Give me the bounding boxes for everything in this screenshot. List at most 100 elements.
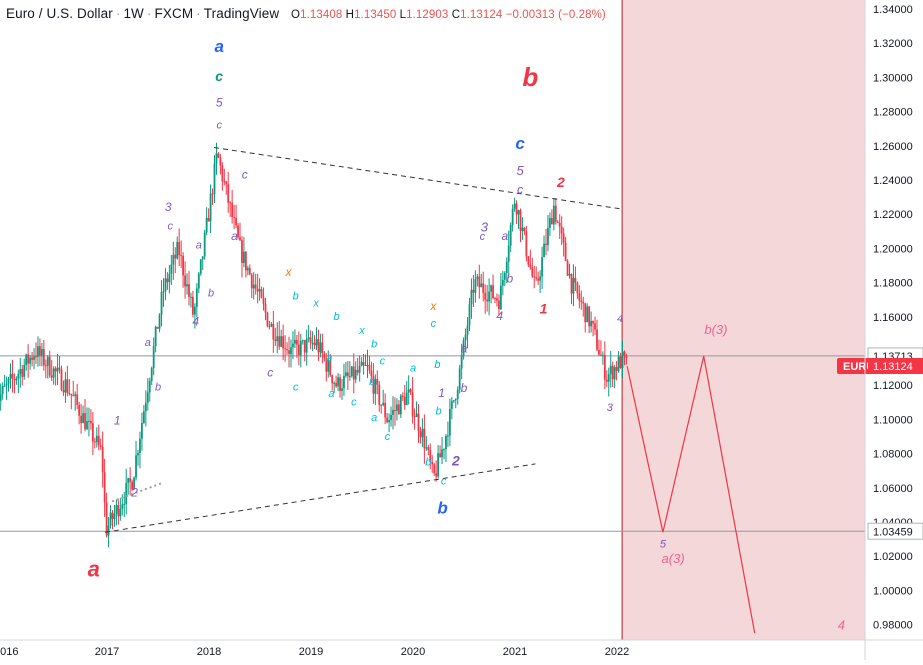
candle-body — [525, 231, 528, 257]
wave-label: b — [208, 287, 214, 299]
candle-body — [178, 241, 181, 256]
candle-body — [576, 282, 579, 294]
candle-body — [478, 276, 481, 288]
candle-body — [284, 348, 287, 350]
time-axis-bg — [0, 640, 923, 660]
candle-body — [431, 462, 434, 465]
candle-body — [66, 379, 69, 393]
candle-body — [580, 300, 583, 303]
candle-body — [40, 348, 43, 356]
candle-body — [345, 372, 347, 376]
candle-body — [19, 369, 22, 375]
close-label: C — [451, 9, 461, 21]
candle-body — [294, 339, 296, 344]
candle-body — [113, 513, 116, 520]
hline-lower-label: 1.03459 — [873, 526, 913, 538]
projection-path[interactable] — [626, 355, 756, 634]
open-label: O — [291, 9, 301, 21]
candle-body — [170, 264, 173, 274]
candle-body — [290, 347, 292, 355]
candle-body — [70, 393, 73, 396]
wave-label: c — [441, 475, 447, 487]
candle-body — [62, 389, 65, 393]
candle-body — [413, 416, 416, 418]
candle-body — [166, 278, 169, 283]
candle-body — [127, 478, 130, 483]
candle-body — [425, 447, 428, 449]
candle-body — [17, 374, 20, 379]
candle-body — [458, 368, 461, 390]
candle-body — [286, 349, 288, 351]
candle-body — [568, 274, 571, 276]
candle-body — [305, 339, 308, 353]
candle-body — [11, 373, 14, 379]
candle-body — [180, 255, 183, 257]
candle-body — [119, 508, 122, 517]
candle-body — [354, 369, 357, 380]
candle-body — [315, 339, 318, 346]
candle-body — [545, 243, 547, 246]
candle-body — [133, 477, 135, 490]
candle-body — [144, 402, 147, 412]
candle-body — [121, 504, 124, 509]
candle-body — [511, 208, 514, 225]
candle-body — [258, 289, 261, 292]
candle-body — [427, 447, 430, 450]
wave-label: a — [214, 37, 223, 56]
candle-body — [596, 329, 598, 350]
wave-label: a — [328, 388, 334, 400]
candle-body — [543, 243, 545, 258]
candle-body — [182, 255, 185, 276]
candle-body — [260, 289, 263, 298]
wave-label: a — [231, 229, 238, 243]
candle-body — [550, 218, 553, 225]
candle-body — [472, 289, 475, 293]
candle-body — [237, 225, 239, 238]
price-tick-label: 1.26000 — [873, 141, 913, 153]
wave-label: c — [380, 356, 386, 368]
candle-body — [346, 372, 349, 377]
trendline-dashed-1[interactable] — [104, 463, 536, 533]
interval-label[interactable]: 1W — [123, 6, 144, 21]
candle-body — [480, 283, 483, 288]
candle-body — [603, 355, 606, 380]
candle-body — [33, 356, 35, 360]
candle-body — [72, 395, 75, 397]
open-value: 1.13408 — [300, 9, 343, 21]
candle-body — [372, 376, 375, 394]
candle-body — [84, 413, 86, 430]
candle-body — [549, 218, 551, 228]
candle-body — [164, 278, 167, 292]
wave-label: 5 — [660, 539, 667, 551]
candle-body — [115, 505, 118, 514]
candle-body — [384, 402, 387, 418]
candle-body — [335, 382, 338, 387]
candle-body — [135, 455, 137, 478]
wave-label: a — [326, 352, 332, 364]
candle-body — [68, 392, 71, 394]
candle-body — [488, 291, 491, 302]
wave-label: c — [215, 68, 223, 84]
candle-body — [25, 354, 28, 366]
candle-body — [517, 210, 520, 215]
candle-body — [158, 314, 161, 329]
symbol-name[interactable]: Euro / U.S. Dollar — [6, 6, 113, 21]
candle-body — [619, 356, 622, 369]
candle-body — [501, 279, 504, 286]
candle-body — [613, 367, 616, 380]
candle-body — [392, 409, 394, 415]
candle-body — [141, 422, 143, 439]
wave-label: c — [480, 231, 486, 243]
candle-body — [13, 378, 16, 381]
time-tick-label: 2016 — [0, 646, 18, 658]
candle-body — [91, 423, 94, 442]
candle-body — [174, 254, 177, 259]
wave-label: b — [437, 498, 447, 517]
candle-body — [374, 379, 377, 394]
trendline-dashed-0[interactable] — [214, 147, 623, 210]
candle-body — [252, 284, 255, 289]
wave-label: b — [507, 272, 514, 286]
trendline-dotted-2[interactable] — [111, 481, 164, 503]
